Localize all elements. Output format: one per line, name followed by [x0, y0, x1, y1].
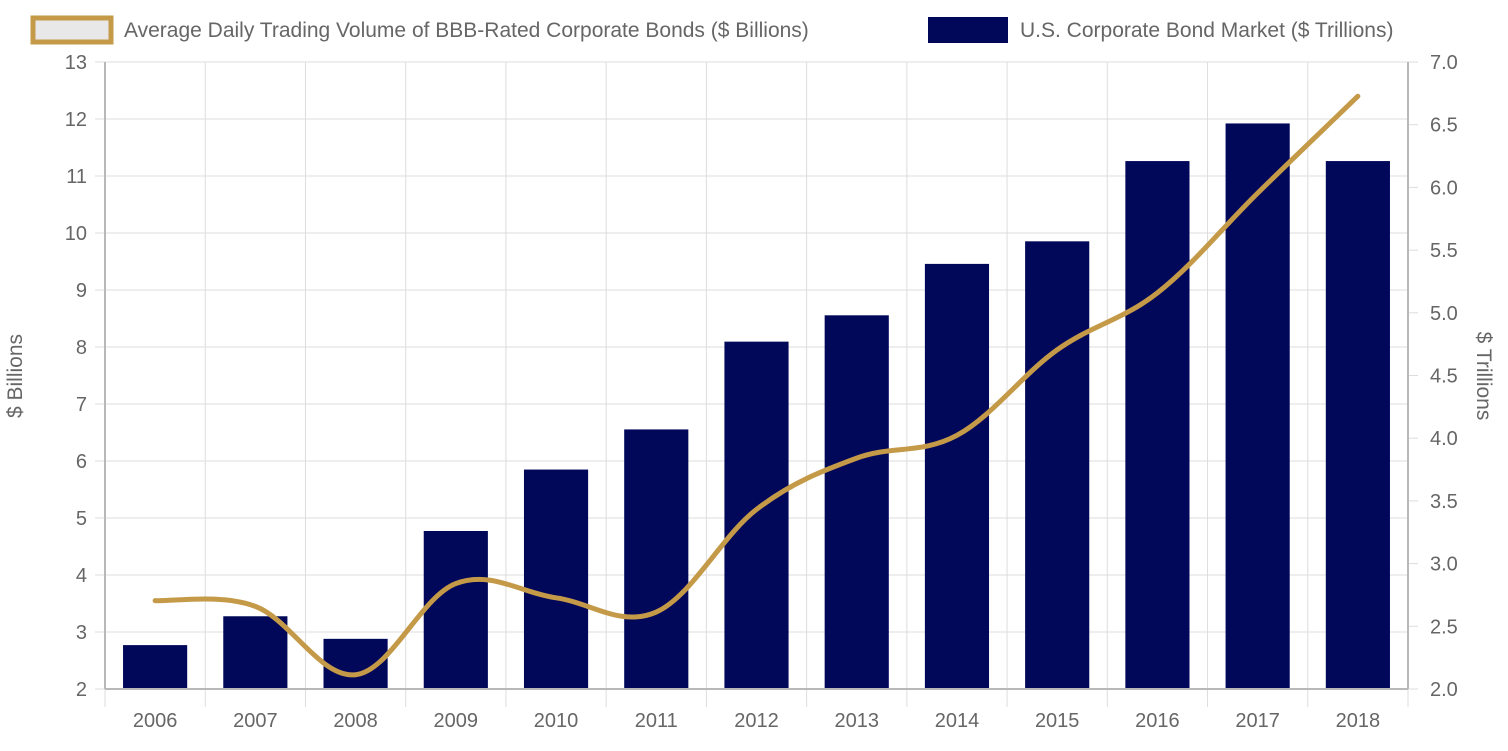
bar-2011: [624, 429, 688, 689]
y-left-tick-label: 5: [76, 508, 87, 530]
bar-2012: [724, 342, 788, 689]
y-right-tick-label: 2.0: [1430, 679, 1458, 701]
y-right-tick-label: 3.5: [1430, 491, 1458, 513]
y-left-tick-label: 7: [76, 394, 87, 416]
y-left-axis-title: $ Billions: [4, 334, 27, 418]
x-tick-label: 2008: [333, 710, 378, 732]
bar-2006: [123, 645, 187, 689]
x-tick-label: 2009: [434, 710, 479, 732]
x-tick-label: 2016: [1135, 710, 1180, 732]
x-tick-label: 2011: [635, 710, 678, 732]
x-tick-label: 2010: [534, 710, 579, 732]
y-left-tick-label: 8: [76, 337, 87, 359]
x-tick-label: 2007: [233, 710, 278, 732]
legend-label-line: Average Daily Trading Volume of BBB-Rate…: [124, 19, 809, 42]
bar-2016: [1125, 161, 1189, 689]
y-right-tick-label: 4.0: [1430, 428, 1458, 450]
y-right-tick-label: 6.5: [1430, 115, 1458, 137]
legend-swatch-bar: [928, 17, 1008, 43]
x-tick-label: 2017: [1235, 710, 1280, 732]
x-tick-label: 2006: [133, 710, 178, 732]
y-right-tick-label: 7.0: [1430, 52, 1458, 74]
x-tick-label: 2018: [1336, 710, 1381, 732]
y-left-tick-label: 13: [65, 52, 87, 74]
bar-2010: [524, 470, 588, 689]
y-right-tick-label: 3.0: [1430, 554, 1458, 576]
x-tick-label: 2015: [1035, 710, 1080, 732]
y-left-tick-label: 10: [65, 223, 87, 245]
bar-2015: [1025, 241, 1089, 689]
y-left-tick-label: 12: [65, 109, 87, 131]
y-right-tick-label: 4.5: [1430, 366, 1458, 388]
legend: Average Daily Trading Volume of BBB-Rate…: [33, 17, 1393, 43]
x-tick-label: 2014: [935, 710, 980, 732]
bar-2017: [1226, 123, 1290, 689]
legend-label-bar: U.S. Corporate Bond Market ($ Trillions): [1020, 19, 1393, 42]
bar-2007: [223, 616, 287, 689]
bar-2018: [1326, 161, 1390, 689]
x-tick-label: 2013: [834, 710, 879, 732]
y-right-tick-label: 5.0: [1430, 303, 1458, 325]
bar-2013: [825, 315, 889, 689]
bar-2009: [424, 531, 488, 689]
y-left-tick-label: 9: [76, 280, 87, 302]
y-right-tick-label: 5.5: [1430, 240, 1458, 262]
y-left-tick-label: 11: [66, 166, 87, 188]
y-left-tick-label: 3: [76, 622, 87, 644]
y-left-tick-label: 4: [76, 565, 87, 587]
legend-swatch-line: [33, 18, 111, 42]
y-left-tick-label: 2: [76, 679, 87, 701]
y-right-tick-label: 6.0: [1430, 177, 1458, 199]
x-tick-label: 2012: [734, 710, 779, 732]
bar-2014: [925, 264, 989, 689]
bar-series: [123, 123, 1390, 689]
y-right-tick-label: 2.5: [1430, 616, 1458, 638]
y-left-tick-label: 6: [76, 451, 87, 473]
y-right-axis-title: $ Trillions: [1472, 332, 1495, 421]
